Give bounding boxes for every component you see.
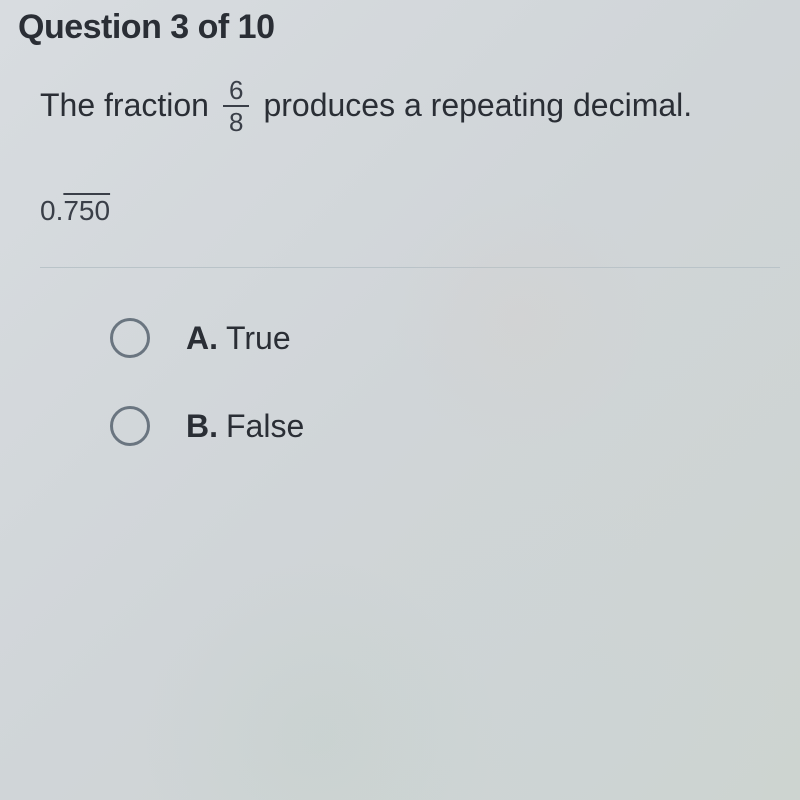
option-a[interactable]: A.True <box>110 318 800 358</box>
option-b-letter: B. <box>186 408 218 444</box>
decimal-value: 0.750 <box>40 195 770 227</box>
header: Question 3 of 10 <box>0 0 800 77</box>
option-b[interactable]: B.False <box>110 406 800 446</box>
option-a-text: True <box>226 320 291 356</box>
repeating-decimal: 0.750 <box>40 195 110 227</box>
option-b-text: False <box>226 408 304 444</box>
option-a-letter: A. <box>186 320 218 356</box>
question-text-after: produces a repeating decimal. <box>263 80 692 131</box>
radio-a[interactable] <box>110 318 150 358</box>
decimal-repeating-part: 750 <box>63 195 110 226</box>
fraction-numerator: 6 <box>223 77 249 107</box>
question-text-before: The fraction <box>40 80 209 131</box>
option-b-label: B.False <box>186 408 304 445</box>
option-a-label: A.True <box>186 320 291 357</box>
fraction-denominator: 8 <box>223 107 249 135</box>
fraction: 6 8 <box>223 77 249 135</box>
question-text: The fraction 6 8 produces a repeating de… <box>40 77 770 135</box>
question-counter: Question 3 of 10 <box>18 8 782 47</box>
decimal-prefix: 0. <box>40 195 63 226</box>
question-body: The fraction 6 8 produces a repeating de… <box>0 77 800 227</box>
radio-b[interactable] <box>110 406 150 446</box>
options-list: A.True B.False <box>0 268 800 446</box>
quiz-screen: Question 3 of 10 The fraction 6 8 produc… <box>0 0 800 446</box>
